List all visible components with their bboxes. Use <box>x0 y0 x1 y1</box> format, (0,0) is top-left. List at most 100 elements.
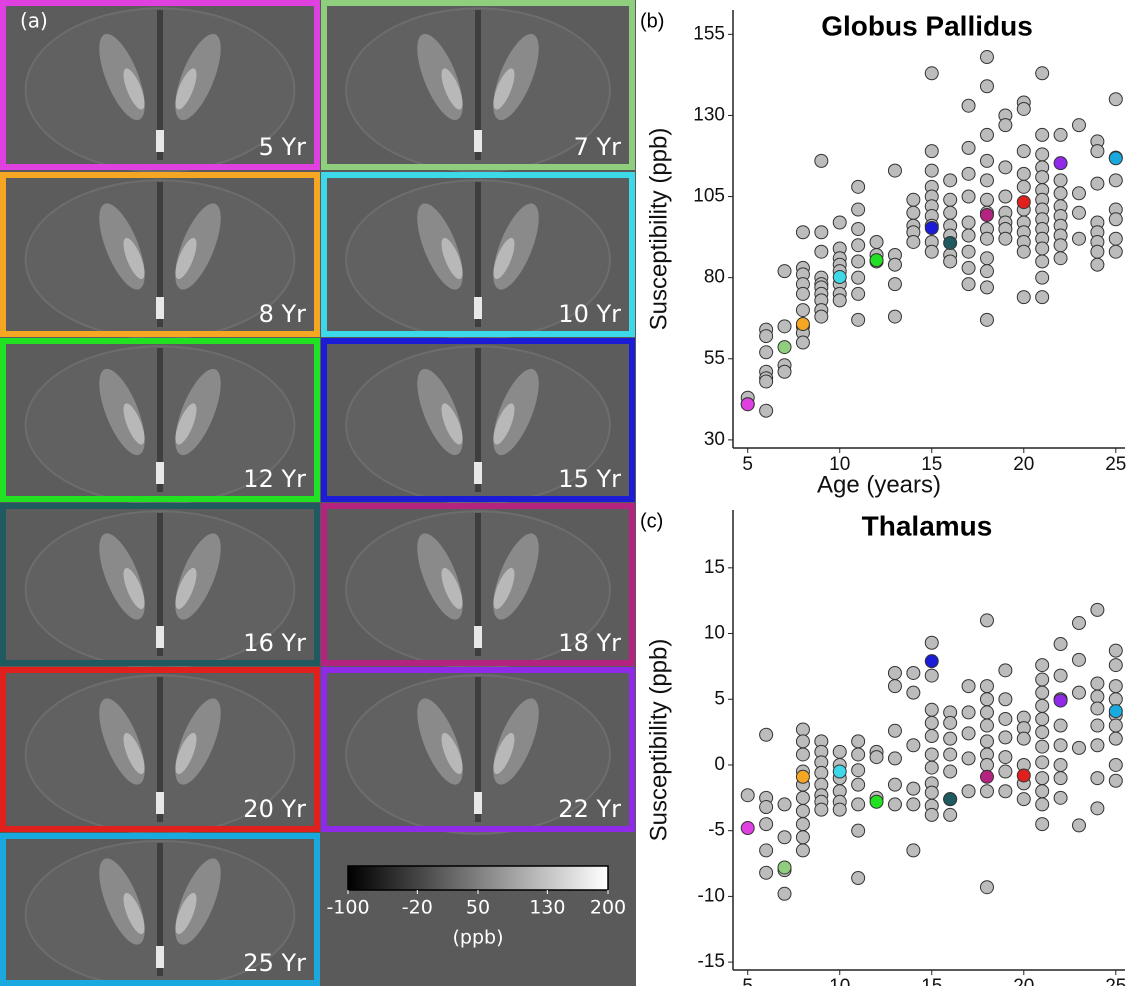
image-age-label: 20 Yr <box>243 795 306 823</box>
point <box>1053 637 1068 652</box>
point <box>998 764 1013 779</box>
point <box>1053 251 1068 266</box>
point <box>979 251 994 266</box>
point <box>1108 679 1123 694</box>
point <box>979 757 994 772</box>
point <box>943 731 958 746</box>
point <box>961 244 976 259</box>
point <box>851 179 866 194</box>
midline <box>475 10 481 160</box>
vessel <box>474 297 482 319</box>
point <box>1035 698 1050 713</box>
image-border <box>0 172 320 337</box>
point <box>979 734 994 749</box>
highlight-point <box>1108 704 1123 719</box>
pallidus <box>175 68 197 110</box>
point <box>943 254 958 269</box>
point <box>1016 166 1031 181</box>
point <box>759 817 774 832</box>
highlight-point <box>979 769 994 784</box>
vessel <box>156 792 164 814</box>
point <box>759 329 774 344</box>
point <box>998 750 1013 765</box>
point <box>795 303 810 318</box>
y-tick-label: 0 <box>714 754 725 775</box>
point <box>887 797 902 812</box>
point <box>814 309 829 324</box>
brain-image: 22 Yr <box>321 667 635 835</box>
point <box>961 726 976 741</box>
point <box>961 215 976 230</box>
point <box>759 345 774 360</box>
point <box>851 254 866 269</box>
point <box>887 309 902 324</box>
point <box>1035 685 1050 700</box>
highlight-point <box>979 208 994 223</box>
x-tick-label: 20 <box>1013 976 1034 986</box>
point <box>851 270 866 285</box>
colorbar <box>347 865 609 891</box>
point <box>1090 689 1105 704</box>
point <box>906 685 921 700</box>
point <box>869 234 884 249</box>
point <box>979 79 994 94</box>
midline <box>157 348 163 492</box>
point <box>851 777 866 792</box>
point <box>759 800 774 815</box>
point <box>924 785 939 800</box>
point <box>814 244 829 259</box>
point <box>777 364 792 379</box>
point <box>887 751 902 766</box>
point <box>851 763 866 778</box>
point <box>998 160 1013 175</box>
vessel <box>156 946 164 968</box>
point <box>998 730 1013 745</box>
midline <box>157 513 163 656</box>
highlight-point <box>832 270 847 285</box>
highlight-point <box>1053 693 1068 708</box>
highlight-point <box>777 860 792 875</box>
x-tick-label: 10 <box>829 976 850 986</box>
point <box>979 280 994 295</box>
point <box>777 886 792 901</box>
highlight-point <box>795 769 810 784</box>
brain-image: 16 Yr <box>0 503 320 669</box>
image-age-label: 15 Yr <box>558 465 621 493</box>
brain-image: 18 Yr <box>321 503 635 669</box>
pallidus <box>123 68 145 110</box>
point <box>1108 773 1123 788</box>
image-age-label: 25 Yr <box>243 949 306 977</box>
y-tick-label: -5 <box>708 820 725 841</box>
point <box>1108 212 1123 227</box>
point <box>1035 755 1050 770</box>
vessel <box>474 462 482 484</box>
image-border <box>0 833 320 986</box>
highlight-point <box>1016 195 1031 210</box>
panel-label: (b) <box>640 10 664 32</box>
point <box>924 760 939 775</box>
point <box>759 727 774 742</box>
point <box>1108 92 1123 107</box>
point <box>979 153 994 168</box>
point <box>795 843 810 858</box>
point <box>851 312 866 327</box>
colorbar-tick-label: -20 <box>402 897 433 919</box>
point <box>1108 643 1123 658</box>
y-axis-label: Susceptibility (ppb) <box>645 128 672 331</box>
pallidus <box>441 237 463 280</box>
chart-title: Thalamus <box>862 510 993 541</box>
point <box>906 192 921 207</box>
point <box>759 865 774 880</box>
highlight-point <box>924 221 939 236</box>
point <box>887 679 902 694</box>
point <box>832 293 847 308</box>
point <box>1090 718 1105 733</box>
pallidus <box>441 403 463 445</box>
pallidus <box>441 68 463 110</box>
point <box>832 802 847 817</box>
midline <box>475 348 481 492</box>
highlight-point <box>740 821 755 836</box>
x-tick-label: 15 <box>921 976 942 986</box>
point <box>887 163 902 178</box>
